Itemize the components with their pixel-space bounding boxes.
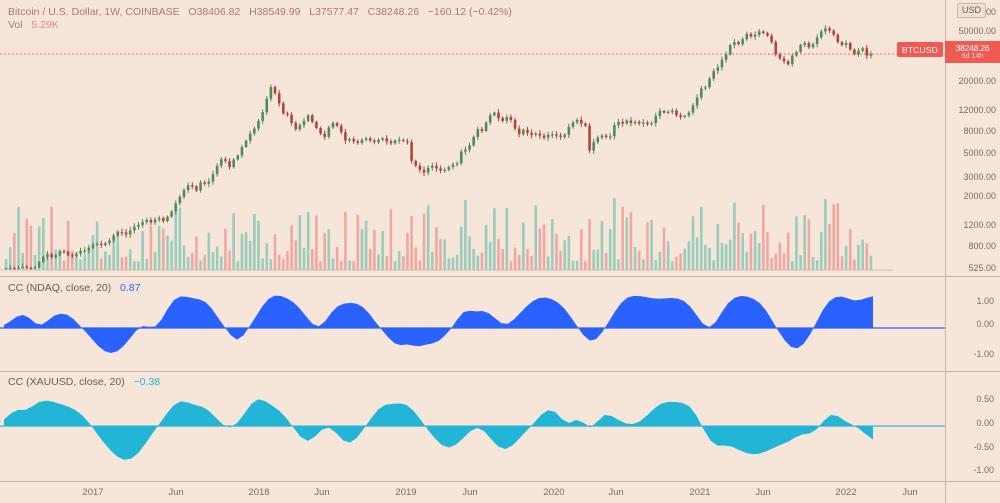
time-axis-corner (945, 482, 1000, 503)
time-axis-label: Jun (608, 487, 624, 498)
scale-tick: -1.00 (973, 349, 994, 359)
scale-tick: 1200.00 (963, 220, 996, 230)
time-axis-label: 2021 (689, 487, 711, 498)
pane-divider-2 (0, 371, 1000, 372)
scale-tick: 2000.00 (963, 191, 996, 201)
time-axis-label: Jun (462, 487, 478, 498)
scale-tick: 0.50 (976, 394, 994, 404)
bar-countdown: 6d 14h (961, 52, 984, 60)
scale-tick: 0.00 (976, 319, 994, 329)
time-axis-label: Jun (168, 487, 184, 498)
scale-tick: 3000.00 (963, 172, 996, 182)
scale-tick: -1.00 (973, 465, 994, 475)
time-axis-label: Jun (314, 487, 330, 498)
cc-ndaq-plot[interactable] (0, 277, 945, 371)
cc-xauusd-scale[interactable]: 0.50 0.00 -0.50 -1.00 (945, 372, 1000, 481)
time-axis-label: Jun (755, 487, 771, 498)
scale-tick: 525.00 (968, 263, 996, 273)
symbol-flag-label: BTCUSD (901, 44, 938, 55)
time-axis[interactable]: 2017 Jun 2018 Jun 2019 Jun 2020 Jun 2021 Jun 2022 J… (0, 481, 1000, 503)
scale-tick: 0.00 (976, 418, 994, 428)
time-axis-label: 2020 (543, 487, 565, 498)
scale-tick: 20000.00 (958, 76, 996, 86)
cc-xauusd-plot[interactable] (0, 372, 945, 481)
scale-tick: 800.00 (968, 241, 996, 251)
cc-ndaq-pane[interactable]: 1.00 0.00 -1.00 (0, 277, 1000, 371)
time-axis-label: 2017 (82, 487, 104, 498)
last-price-value: 38248.26 (955, 42, 990, 53)
scale-tick: -0.50 (973, 442, 994, 452)
time-axis-label: 2018 (248, 487, 270, 498)
scale-tick: 12000.00 (958, 105, 996, 115)
price-pane[interactable]: 80000.0050000.0020000.0012000.008000.005… (0, 0, 1000, 276)
scale-tick: 8000.00 (963, 126, 996, 136)
scale-tick: 5000.00 (963, 148, 996, 158)
scale-tick: 50000.00 (958, 26, 996, 36)
time-axis-label: Jun (902, 487, 918, 498)
scale-tick: 1.00 (976, 296, 994, 306)
symbol-flag[interactable]: BTCUSD (896, 42, 943, 57)
time-axis-label: 2022 (835, 487, 857, 498)
price-plot[interactable] (0, 0, 945, 276)
pane-divider-1 (0, 276, 1000, 277)
last-price-tag[interactable]: 38248.26 6d 14h (945, 41, 1000, 63)
time-axis-label: 2019 (395, 487, 417, 498)
cc-xauusd-pane[interactable]: 0.50 0.00 -0.50 -1.00 (0, 372, 1000, 481)
cc-ndaq-scale[interactable]: 1.00 0.00 -1.00 (945, 277, 1000, 371)
currency-badge[interactable]: USD (956, 3, 986, 18)
